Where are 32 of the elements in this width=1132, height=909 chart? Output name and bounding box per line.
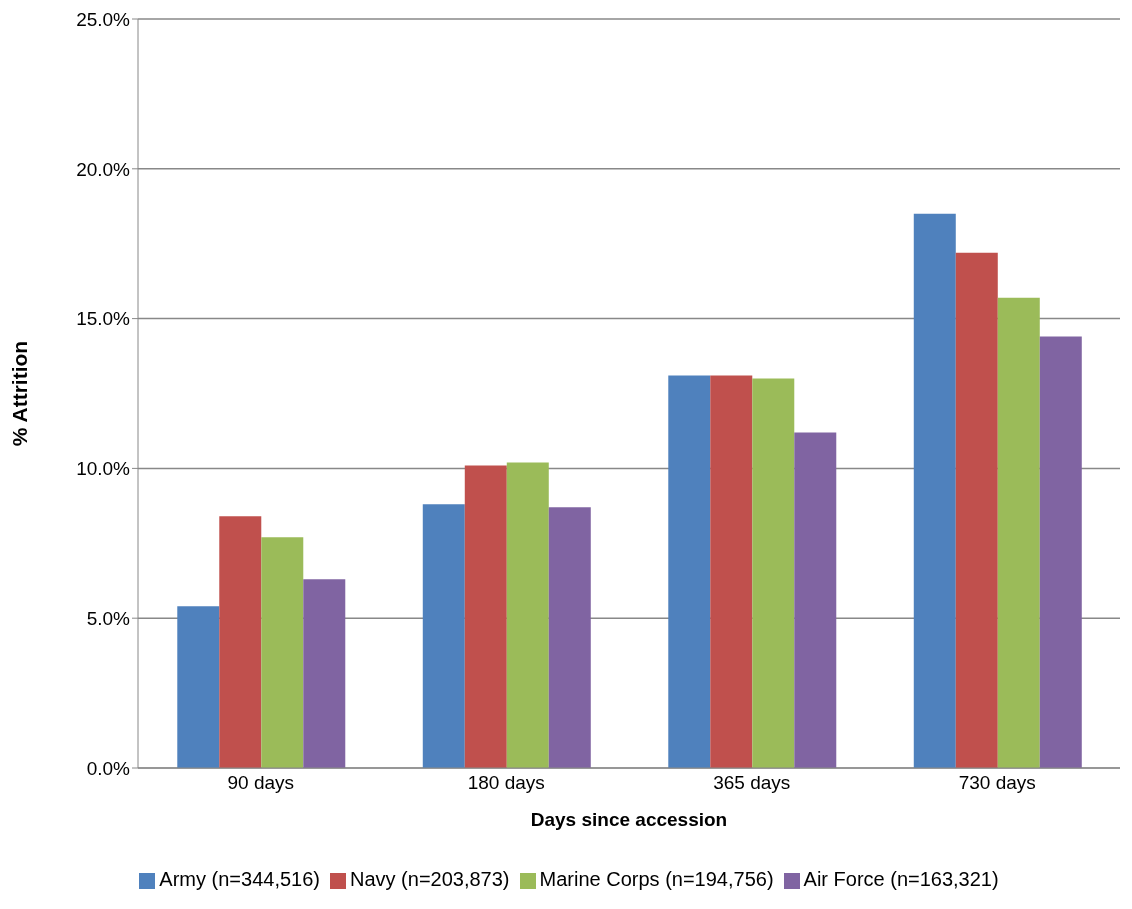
bar [752, 378, 795, 768]
legend-label: Army (n=344,516) [159, 868, 320, 890]
bar [303, 579, 346, 768]
y-tick-label: 5.0% [86, 607, 131, 629]
bar [548, 507, 591, 768]
y-axis-title: % Attrition [8, 340, 32, 447]
bar [913, 213, 956, 768]
y-tick-label: 25.0% [76, 8, 131, 30]
y-tick-label: 15.0% [76, 308, 131, 330]
x-tick-label: 90 days [227, 772, 295, 794]
bar [506, 462, 549, 768]
bar [261, 537, 304, 768]
bar [794, 432, 837, 768]
legend-label: Air Force (n=163,321) [803, 868, 999, 890]
bar [955, 252, 998, 768]
legend-label: Marine Corps (n=194,756) [539, 868, 774, 890]
y-tick-label: 0.0% [86, 757, 131, 779]
bar [177, 606, 220, 768]
bar [997, 297, 1040, 768]
y-tick-label: 10.0% [76, 458, 131, 480]
x-tick-label: 365 days [713, 772, 791, 794]
y-tick-label: 20.0% [76, 158, 131, 180]
bar [422, 504, 465, 768]
bar [710, 375, 753, 768]
bar [464, 465, 507, 768]
bar [668, 375, 711, 768]
bar [1039, 336, 1082, 768]
x-tick-label: 730 days [958, 772, 1036, 794]
bar [219, 516, 262, 768]
legend-label: Navy (n=203,873) [349, 868, 510, 890]
x-tick-label: 180 days [467, 772, 545, 794]
x-axis-title: Days since accession [530, 809, 728, 830]
